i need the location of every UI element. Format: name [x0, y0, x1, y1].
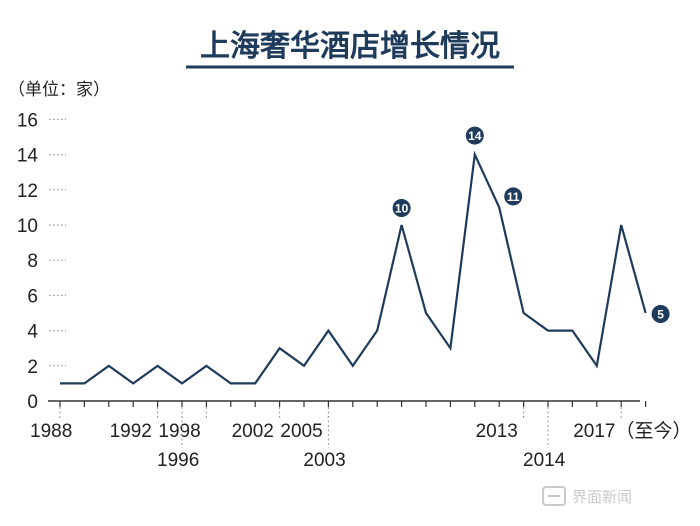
annotation-badge-circle	[504, 187, 523, 206]
series-group	[60, 150, 647, 385]
y-unit-label: （单位：家）	[8, 80, 110, 100]
x-tick-label: 2017（至今）	[573, 420, 691, 442]
annotation-label: 14	[468, 129, 482, 143]
annotation-label: 11	[507, 190, 520, 204]
series-line	[60, 150, 647, 385]
annotation-badge-circle	[392, 199, 411, 217]
y-tick-label: 14	[17, 146, 39, 167]
annotation-label: 10	[395, 202, 409, 216]
annotation-badge: 11	[504, 187, 523, 206]
y-tick-label: 6	[27, 286, 38, 307]
y-tick-label: 10	[17, 216, 38, 237]
watermark: 界面新闻	[542, 486, 632, 506]
watermark-logo-icon	[542, 486, 566, 506]
x-tick-label: 2013	[476, 421, 518, 442]
x-tick-label: 1998	[158, 421, 200, 442]
y-axis: 0 2 4 6 8 10 12 14 16	[17, 110, 66, 413]
annotation-badge: 14	[465, 126, 484, 145]
annotation-label: 5	[657, 308, 664, 322]
annotation-badge-circle	[465, 126, 484, 145]
x-tick-label: 2014	[523, 450, 566, 471]
y-tick-label: 12	[17, 181, 38, 202]
watermark-text: 界面新闻	[572, 488, 632, 506]
annotation-badge: 5	[651, 305, 670, 323]
x-tick-label: 1996	[157, 450, 199, 471]
y-tick-label: 16	[17, 110, 38, 131]
annotations-group: 10 14 11 5	[392, 126, 670, 323]
annotation-badge-circle	[651, 305, 670, 323]
y-tick-label: 4	[27, 322, 38, 343]
y-tick-label: 2	[27, 357, 38, 378]
annotation-badge: 10	[392, 199, 411, 217]
x-tick-label: 2005	[280, 421, 322, 442]
x-tick-label: 1992	[110, 421, 152, 442]
chart-title: 上海奢华酒店增长情况	[200, 29, 500, 64]
y-tick-label: 0	[27, 392, 38, 413]
y-tick-label: 8	[27, 251, 38, 272]
x-tick-label: 1988	[30, 421, 72, 442]
x-tick-label: 2003	[303, 450, 345, 471]
x-tick-label: 2002	[232, 421, 274, 442]
